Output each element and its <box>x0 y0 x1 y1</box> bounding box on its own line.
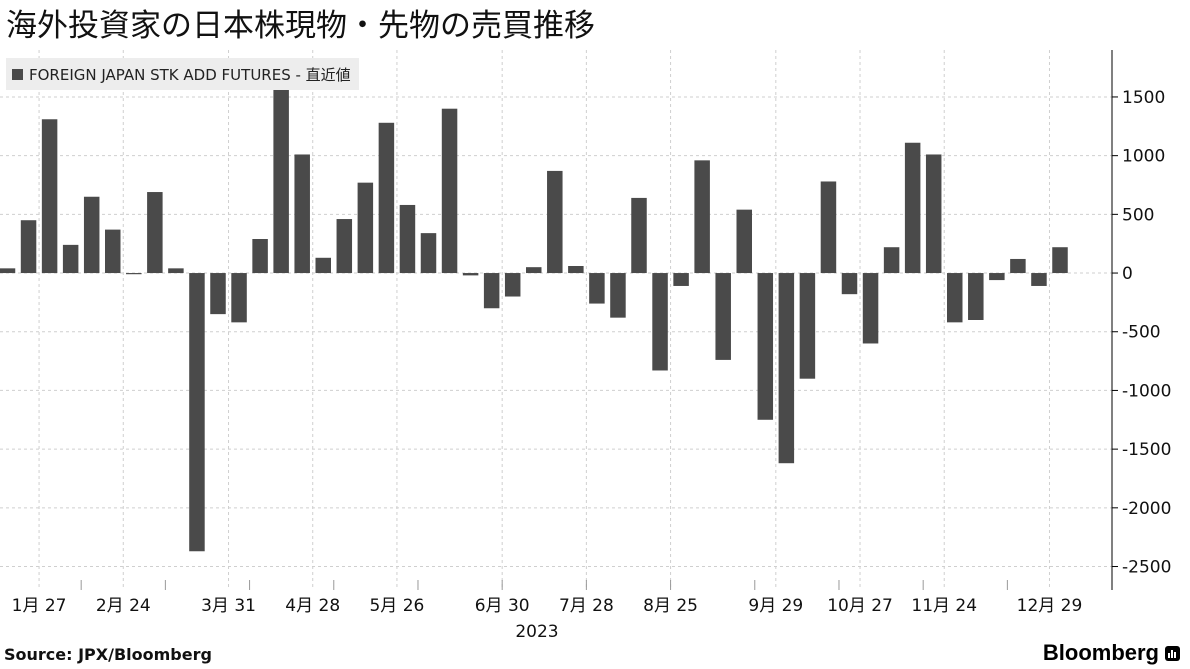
bar <box>883 247 900 274</box>
chart-title: 海外投資家の日本株現物・先物の売買推移 <box>6 8 595 44</box>
x-tick-label: 5月 26 <box>369 596 424 616</box>
bar <box>483 273 500 309</box>
bar <box>925 154 942 274</box>
bar <box>252 239 268 274</box>
bar <box>862 273 879 344</box>
bars <box>0 86 1068 552</box>
bar <box>841 273 858 295</box>
y-tick-label: -1000 <box>1122 381 1171 401</box>
legend-swatch <box>12 68 23 80</box>
y-tick-label: 1500 <box>1122 88 1165 108</box>
bar <box>968 273 984 320</box>
y-axis: 1500 1000 500 0 -500 -1000 -1500 -2000 -2500 <box>1111 50 1171 590</box>
x-tick-label: 6月 30 <box>475 596 530 616</box>
grid-lines <box>0 50 1112 590</box>
bar <box>420 233 437 274</box>
bar <box>357 182 374 274</box>
bar <box>989 273 1005 281</box>
y-tick-label: -500 <box>1122 323 1161 343</box>
bar <box>147 192 163 274</box>
bar <box>547 170 563 274</box>
bar <box>568 266 584 274</box>
bar <box>1031 273 1047 286</box>
source-note: Source: JPX/Bloomberg <box>4 645 212 664</box>
y-tick-label: -2000 <box>1122 499 1171 519</box>
bar <box>631 197 647 274</box>
bar <box>947 273 963 323</box>
bar <box>778 273 795 464</box>
bar <box>378 122 395 274</box>
bar <box>41 119 58 274</box>
bar <box>1010 258 1026 274</box>
x-year-label: 2023 <box>515 622 558 642</box>
x-tick-label: 10月 27 <box>827 596 893 616</box>
bar <box>441 108 458 274</box>
y-tick-label: 500 <box>1122 205 1154 225</box>
bar <box>105 229 121 274</box>
legend-label: FOREIGN JAPAN STK ADD FUTURES - 直近値 <box>29 65 351 84</box>
bar <box>736 209 752 274</box>
x-tick-label: 3月 31 <box>201 596 256 616</box>
bloomberg-logo: Bloomberg <box>1043 640 1180 666</box>
x-tick-label: 4月 28 <box>285 596 340 616</box>
bar <box>336 219 353 274</box>
bar <box>62 244 79 274</box>
x-tick-label: 7月 28 <box>559 596 614 616</box>
bar <box>610 273 626 318</box>
x-tick-label: 9月 29 <box>748 596 803 616</box>
x-tick-label: 11月 24 <box>911 596 977 616</box>
bar <box>715 273 731 360</box>
bar <box>526 267 542 274</box>
legend: FOREIGN JAPAN STK ADD FUTURES - 直近値 <box>6 58 359 90</box>
y-tick-label: 0 <box>1122 264 1133 284</box>
bar <box>1052 247 1068 274</box>
bar <box>231 273 247 323</box>
bar <box>904 142 921 274</box>
brand-text: Bloomberg <box>1042 640 1159 665</box>
bar <box>589 273 605 304</box>
bar <box>799 273 816 379</box>
bar <box>83 196 100 274</box>
bar <box>820 181 837 274</box>
bar <box>399 204 416 274</box>
bar <box>504 273 521 297</box>
bar <box>315 257 331 274</box>
x-tick-label: 1月 27 <box>12 596 67 616</box>
bar <box>189 273 205 552</box>
bar <box>20 220 37 274</box>
bar <box>462 273 479 276</box>
y-tick-label: -2500 <box>1122 558 1171 578</box>
bar <box>694 160 710 274</box>
bar <box>294 154 310 274</box>
bar <box>673 273 689 286</box>
bar <box>757 273 774 420</box>
y-tick-label: 1000 <box>1122 147 1165 167</box>
x-tick-label: 2月 24 <box>96 596 151 616</box>
bar <box>210 273 226 315</box>
bar <box>0 268 16 274</box>
bloomberg-terminal-icon <box>1165 645 1180 661</box>
bar <box>652 273 668 371</box>
x-tick-label: 8月 25 <box>643 596 698 616</box>
x-tick-label: 12月 29 <box>1017 596 1083 616</box>
y-tick-label: -1500 <box>1122 440 1171 460</box>
bar <box>168 268 184 274</box>
bar <box>126 273 142 275</box>
bar <box>273 86 289 274</box>
x-axis: 1月 27 2月 24 3月 31 4月 28 5月 26 6月 30 7月 28 8月 25… <box>12 580 1083 642</box>
